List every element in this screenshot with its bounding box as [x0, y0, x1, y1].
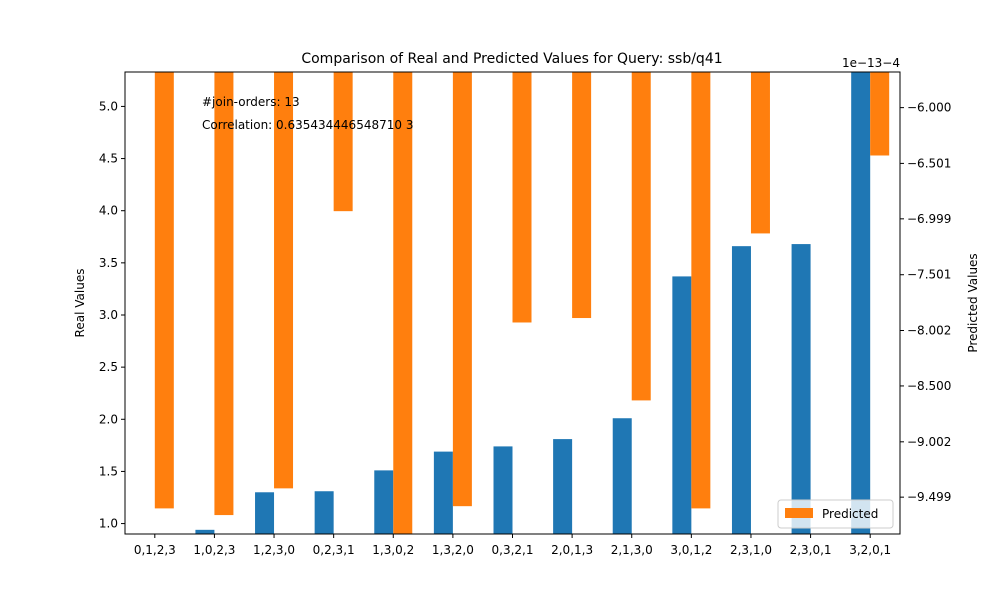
bar-real: [374, 470, 394, 534]
bar-predicted: [750, 72, 770, 234]
right-tick-label: −8.002: [907, 323, 951, 337]
right-tick-label: −7.501: [907, 268, 951, 282]
right-tick-label: −6.999: [907, 212, 951, 226]
right-tick-label: −8.500: [907, 379, 951, 393]
x-tick-label: 0,1,2,3: [134, 543, 176, 557]
bar-real: [195, 529, 215, 534]
bar-predicted: [393, 72, 413, 534]
bar-predicted: [870, 72, 890, 156]
left-tick-label: 5.0: [99, 99, 118, 113]
bar-real: [791, 244, 811, 534]
right-tick-label: −9.002: [907, 435, 951, 449]
right-tick-label: −6.000: [907, 101, 951, 115]
x-tick-label: 1,3,2,0: [432, 543, 474, 557]
right-tick-label: −9.499: [907, 490, 951, 504]
left-tick-label: 3.0: [99, 308, 118, 322]
bar-predicted: [452, 72, 472, 507]
bar-real: [851, 72, 871, 534]
chart-title: Comparison of Real and Predicted Values …: [301, 51, 722, 67]
bar-real: [433, 451, 453, 534]
x-tick-label: 1,2,3,0: [253, 543, 295, 557]
right-axis-label: Predicted Values: [966, 253, 980, 352]
x-axis: 0,1,2,3 1,0,2,3 1,2,3,0 0,2,3,1 1,3,0,2 1,3,2…: [134, 534, 891, 557]
predicted-bars: [154, 72, 890, 534]
x-tick-label: 3,2,0,1: [849, 543, 891, 557]
left-tick-label: 1.0: [99, 517, 118, 531]
left-axis-label: Real Values: [73, 269, 87, 338]
x-tick-label: 1,3,0,2: [372, 543, 414, 557]
right-axis-offset-text: 1e−13−4: [842, 56, 900, 70]
annotation-correlation: Correlation: 0.635434446548710 3: [202, 118, 413, 132]
left-tick-label: 4.5: [99, 152, 118, 166]
bar-predicted: [274, 72, 294, 489]
x-tick-label: 1,0,2,3: [193, 543, 235, 557]
bar-predicted: [691, 72, 711, 509]
left-tick-label: 2.0: [99, 412, 118, 426]
annotation-join-orders: #join-orders: 13: [202, 95, 300, 109]
left-axis: 1.0 1.5 2.0 2.5 3.0 3.5 4.0 4.5 5.0: [99, 99, 125, 531]
right-tick-label: −6.501: [907, 156, 951, 170]
bar-predicted: [631, 72, 651, 401]
right-axis: −6.000 −6.501 −6.999 −7.501 −8.002 −8.500 −9.0…: [900, 101, 951, 504]
legend-frame: [777, 499, 894, 529]
left-tick-label: 2.5: [99, 360, 118, 374]
real-bars: [195, 72, 871, 534]
legend: Predicted: [777, 499, 894, 529]
legend-swatch-predicted: [785, 508, 813, 518]
bar-real: [672, 276, 692, 534]
bar-real: [314, 491, 334, 534]
bar-predicted: [214, 72, 234, 516]
bar-predicted: [512, 72, 532, 323]
legend-label-predicted: Predicted: [822, 507, 878, 521]
bar-predicted: [333, 72, 353, 212]
x-tick-label: 0,3,2,1: [492, 543, 534, 557]
left-tick-label: 4.0: [99, 204, 118, 218]
left-tick-label: 3.5: [99, 256, 118, 270]
x-tick-label: 2,0,1,3: [551, 543, 593, 557]
bar-real: [493, 446, 513, 534]
bar-predicted: [572, 72, 592, 319]
x-tick-label: 2,1,3,0: [611, 543, 653, 557]
bar-real: [553, 439, 573, 534]
x-tick-label: 2,3,1,0: [730, 543, 772, 557]
x-tick-label: 0,2,3,1: [313, 543, 355, 557]
x-tick-label: 2,3,0,1: [790, 543, 832, 557]
left-tick-label: 1.5: [99, 464, 118, 478]
x-tick-label: 3,0,1,2: [670, 543, 712, 557]
bar-real: [612, 418, 632, 534]
bar-real: [731, 246, 751, 534]
bar-predicted: [154, 72, 174, 509]
bar-real: [255, 492, 275, 534]
